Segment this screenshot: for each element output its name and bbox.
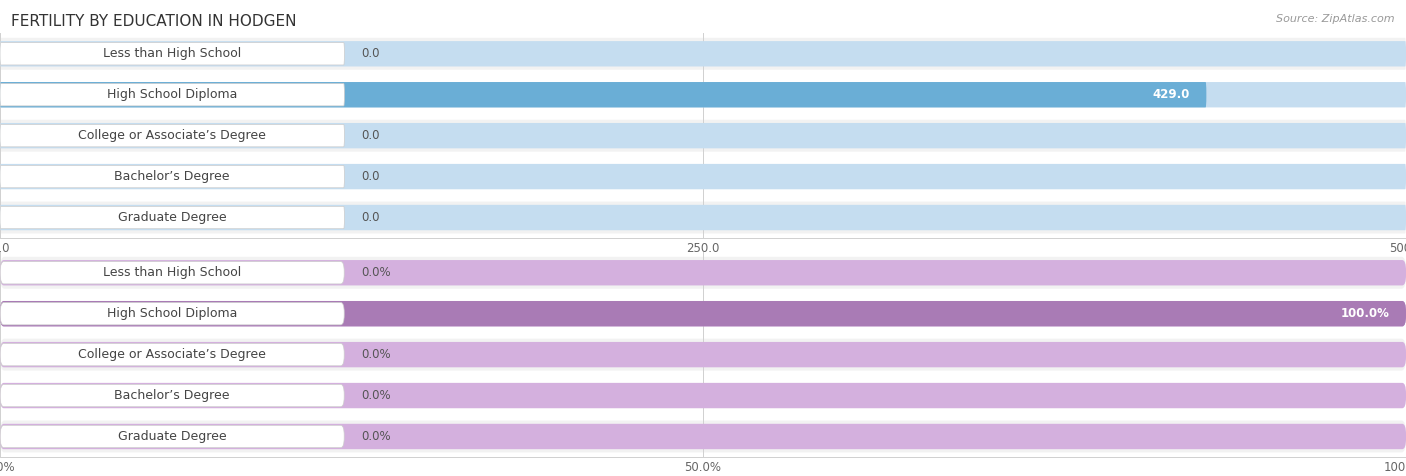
Text: High School Diploma: High School Diploma: [107, 88, 238, 101]
FancyBboxPatch shape: [0, 383, 1406, 408]
FancyBboxPatch shape: [0, 82, 1206, 108]
FancyBboxPatch shape: [0, 344, 344, 366]
FancyBboxPatch shape: [0, 298, 1406, 330]
Text: Bachelor’s Degree: Bachelor’s Degree: [114, 389, 231, 402]
FancyBboxPatch shape: [0, 260, 1406, 286]
FancyBboxPatch shape: [0, 84, 344, 106]
FancyBboxPatch shape: [0, 164, 1406, 189]
Text: FERTILITY BY EDUCATION IN HODGEN: FERTILITY BY EDUCATION IN HODGEN: [11, 14, 297, 30]
FancyBboxPatch shape: [0, 41, 1406, 67]
FancyBboxPatch shape: [0, 38, 1406, 70]
Text: Bachelor’s Degree: Bachelor’s Degree: [114, 170, 231, 183]
Text: Less than High School: Less than High School: [103, 266, 242, 279]
FancyBboxPatch shape: [0, 257, 1406, 289]
FancyBboxPatch shape: [0, 303, 344, 325]
FancyBboxPatch shape: [0, 379, 1406, 412]
FancyBboxPatch shape: [0, 119, 1406, 152]
FancyBboxPatch shape: [0, 79, 1406, 111]
FancyBboxPatch shape: [0, 123, 1406, 149]
Text: 429.0: 429.0: [1152, 88, 1189, 101]
FancyBboxPatch shape: [0, 385, 344, 407]
Text: Less than High School: Less than High School: [103, 47, 242, 60]
FancyBboxPatch shape: [0, 160, 1406, 193]
Text: College or Associate’s Degree: College or Associate’s Degree: [79, 348, 266, 361]
FancyBboxPatch shape: [0, 426, 344, 447]
FancyBboxPatch shape: [0, 301, 1406, 327]
Text: High School Diploma: High School Diploma: [107, 307, 238, 320]
Text: Graduate Degree: Graduate Degree: [118, 211, 226, 224]
FancyBboxPatch shape: [0, 201, 1406, 234]
FancyBboxPatch shape: [0, 262, 344, 284]
Text: Graduate Degree: Graduate Degree: [118, 430, 226, 443]
FancyBboxPatch shape: [0, 43, 344, 65]
FancyBboxPatch shape: [0, 125, 344, 147]
FancyBboxPatch shape: [0, 420, 1406, 453]
Text: 0.0: 0.0: [361, 170, 380, 183]
FancyBboxPatch shape: [0, 338, 1406, 371]
Text: 0.0%: 0.0%: [361, 430, 391, 443]
FancyBboxPatch shape: [0, 205, 1406, 230]
FancyBboxPatch shape: [0, 342, 1406, 367]
FancyBboxPatch shape: [0, 207, 344, 228]
Text: 0.0%: 0.0%: [361, 348, 391, 361]
FancyBboxPatch shape: [0, 82, 1406, 108]
FancyBboxPatch shape: [0, 301, 1406, 327]
FancyBboxPatch shape: [0, 424, 1406, 449]
Text: Source: ZipAtlas.com: Source: ZipAtlas.com: [1277, 14, 1395, 24]
FancyBboxPatch shape: [0, 166, 344, 188]
Text: 0.0: 0.0: [361, 129, 380, 142]
Text: 0.0%: 0.0%: [361, 266, 391, 279]
Text: 0.0: 0.0: [361, 47, 380, 60]
Text: 0.0%: 0.0%: [361, 389, 391, 402]
Text: College or Associate’s Degree: College or Associate’s Degree: [79, 129, 266, 142]
Text: 0.0: 0.0: [361, 211, 380, 224]
Text: 100.0%: 100.0%: [1340, 307, 1389, 320]
